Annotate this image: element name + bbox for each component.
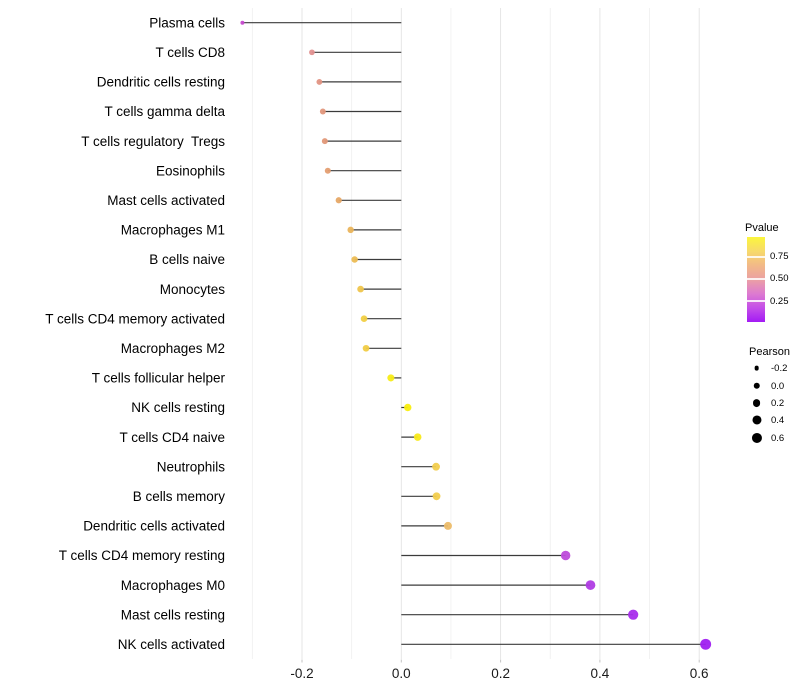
x-axis-tick-label: 0.2 bbox=[491, 666, 510, 681]
lollipop-dot bbox=[335, 197, 342, 204]
lollipop-dot bbox=[432, 492, 441, 501]
y-axis-label: B cells naive bbox=[149, 252, 225, 267]
pearson-legend-label: 0.4 bbox=[771, 414, 785, 426]
pvalue-colorbar-tick bbox=[747, 278, 765, 280]
pearson-legend-dot bbox=[752, 399, 761, 407]
pvalue-legend-title: Pvalue bbox=[745, 222, 779, 234]
lollipop-dot bbox=[387, 374, 395, 382]
y-axis-label: T cells follicular helper bbox=[92, 371, 226, 386]
pvalue-colorbar bbox=[747, 237, 765, 322]
y-axis-label: T cells CD4 naive bbox=[119, 430, 225, 445]
lollipop-dot bbox=[357, 285, 364, 293]
lollipop-dot bbox=[585, 580, 596, 590]
y-axis-label: Dendritic cells resting bbox=[97, 75, 225, 90]
pearson-legend-dot bbox=[754, 365, 759, 371]
y-axis-label: Macrophages M2 bbox=[121, 341, 225, 356]
y-axis-label: NK cells activated bbox=[118, 637, 225, 652]
y-axis-label: T cells CD4 memory resting bbox=[59, 548, 225, 563]
pearson-legend-label: 0.6 bbox=[771, 432, 785, 444]
pearson-legend-dot bbox=[751, 432, 762, 444]
pearson-legend-label: 0.2 bbox=[771, 397, 785, 409]
lollipop-dot bbox=[560, 550, 571, 561]
pearson-legend-title: Pearson bbox=[749, 346, 790, 358]
lollipop-dot bbox=[432, 462, 440, 471]
pearson-legend-dot bbox=[751, 415, 762, 425]
y-axis-label: T cells gamma delta bbox=[104, 104, 225, 119]
y-axis-label: B cells memory bbox=[133, 489, 226, 504]
lollipop-dot bbox=[309, 49, 315, 56]
lollipop-dot bbox=[351, 256, 358, 263]
lollipop-dot bbox=[628, 609, 639, 620]
pvalue-colorbar-tick bbox=[747, 256, 765, 258]
y-axis-label: T cells regulatory Tregs bbox=[81, 134, 225, 149]
lollipop-dot bbox=[413, 433, 422, 441]
y-axis-label: Eosinophils bbox=[156, 163, 225, 178]
lollipop-dot bbox=[443, 521, 452, 530]
y-axis-label: Mast cells activated bbox=[107, 193, 225, 208]
x-axis-tick-label: -0.2 bbox=[290, 666, 313, 681]
lollipop-dot bbox=[324, 167, 331, 174]
x-axis-tick-label: 0.6 bbox=[690, 666, 709, 681]
y-axis-label: Mast cells resting bbox=[121, 607, 225, 622]
y-axis-label: Dendritic cells activated bbox=[83, 519, 225, 534]
x-axis-tick-label: 0.0 bbox=[392, 666, 411, 681]
y-axis-label: T cells CD4 memory activated bbox=[45, 311, 225, 326]
lollipop-dot bbox=[404, 403, 412, 412]
lollipop-dot bbox=[360, 315, 368, 323]
y-axis-label: T cells CD8 bbox=[155, 45, 225, 60]
y-axis-label: Plasma cells bbox=[149, 15, 225, 30]
lollipop-dot bbox=[700, 638, 712, 650]
pearson-legend-dot bbox=[753, 382, 760, 390]
lollipop-dot bbox=[240, 20, 245, 25]
y-axis-label: NK cells resting bbox=[131, 400, 225, 415]
pvalue-colorbar-tick bbox=[747, 300, 765, 302]
lollipop-dot bbox=[347, 226, 354, 234]
pearson-legend-label: 0.0 bbox=[771, 380, 785, 392]
lollipop-dot bbox=[321, 138, 328, 145]
y-axis-label: Macrophages M1 bbox=[121, 223, 225, 238]
y-axis-label: Macrophages M0 bbox=[121, 578, 225, 593]
pvalue-colorbar-label: 0.50 bbox=[770, 273, 789, 285]
y-axis-label: Neutrophils bbox=[157, 459, 226, 474]
pvalue-colorbar-label: 0.75 bbox=[770, 251, 789, 263]
lollipop-dot bbox=[362, 344, 370, 352]
lollipop-dot bbox=[319, 108, 326, 115]
y-axis-label: Monocytes bbox=[160, 282, 226, 297]
pvalue-colorbar-label: 0.25 bbox=[770, 295, 789, 307]
x-axis-tick-label: 0.4 bbox=[591, 666, 610, 681]
pearson-legend-label: -0.2 bbox=[771, 362, 788, 374]
lollipop-dot bbox=[316, 78, 323, 85]
